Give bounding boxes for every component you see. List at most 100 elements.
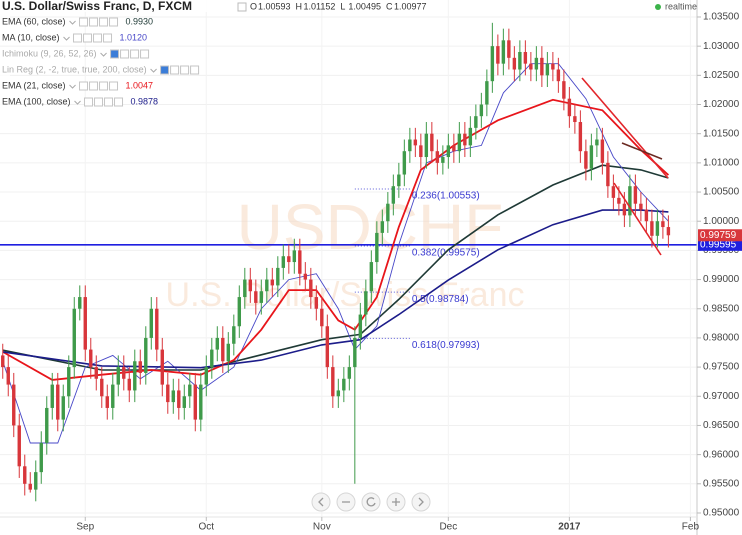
legend-button bbox=[99, 17, 109, 27]
candle-body bbox=[56, 384, 60, 420]
zoom-in-button[interactable] bbox=[386, 492, 406, 512]
ohlc-value: 1.01152 bbox=[304, 1, 336, 11]
candle-body bbox=[243, 279, 247, 298]
y-tick-label: 0.98000 bbox=[703, 333, 740, 344]
y-tick-label: 1.00000 bbox=[703, 216, 740, 227]
plot: 0.236(1.00553)0.382(0.99575)0.5(0.98784)… bbox=[0, 22, 697, 502]
candle-body bbox=[287, 256, 291, 263]
candle-body bbox=[336, 390, 341, 397]
candle-body bbox=[237, 297, 242, 327]
candle-body bbox=[573, 116, 577, 123]
candle-body bbox=[474, 116, 478, 128]
candle-body bbox=[259, 291, 264, 303]
legend-button bbox=[120, 49, 130, 59]
candle-body bbox=[309, 279, 313, 298]
legend-value: 0.9930 bbox=[126, 16, 154, 26]
candle-body bbox=[655, 221, 660, 236]
candle-body bbox=[424, 133, 429, 158]
legend-caret bbox=[150, 68, 157, 73]
candle-body bbox=[89, 349, 93, 368]
candle-body bbox=[501, 40, 506, 64]
candle-body bbox=[78, 297, 82, 309]
candle-body bbox=[556, 69, 561, 82]
candle-body bbox=[386, 203, 390, 222]
indicator-line bbox=[2, 98, 670, 381]
y-tick-label: 0.95000 bbox=[703, 508, 740, 519]
candle-body bbox=[303, 273, 308, 280]
candle-body bbox=[595, 139, 599, 146]
legend-button bbox=[83, 33, 93, 43]
candle-body bbox=[325, 326, 330, 368]
candle-body bbox=[584, 151, 588, 169]
legend-bg bbox=[0, 79, 10, 93]
price-box bbox=[698, 238, 742, 251]
legend-button bbox=[170, 65, 180, 75]
candle-body bbox=[551, 63, 555, 70]
candle-body bbox=[39, 442, 43, 473]
candle-body bbox=[435, 151, 440, 163]
y-tick-label: 1.03000 bbox=[703, 41, 740, 52]
legend-bg bbox=[0, 63, 10, 77]
candle-body bbox=[133, 361, 137, 391]
candle-body bbox=[265, 279, 269, 292]
y-tick-label: 0.97500 bbox=[703, 362, 740, 373]
candle-body bbox=[138, 361, 142, 373]
chart-title: U.S. Dollar/Swiss Franc, D, FXCM bbox=[2, 0, 192, 13]
scroll-right-button[interactable] bbox=[411, 492, 431, 512]
candle-body bbox=[226, 343, 231, 362]
candle-body bbox=[248, 279, 253, 292]
legend-button bbox=[114, 97, 124, 107]
legend-button bbox=[110, 49, 120, 59]
candle-body bbox=[485, 81, 489, 105]
candle-body bbox=[622, 203, 627, 216]
candle-body bbox=[490, 46, 495, 82]
zoom-out-button[interactable] bbox=[336, 492, 356, 512]
candle-body bbox=[122, 367, 126, 379]
trend-line bbox=[613, 182, 662, 256]
scroll-left-button[interactable] bbox=[311, 492, 331, 512]
candle-body bbox=[430, 133, 434, 152]
candle-body bbox=[611, 186, 616, 198]
candle-body bbox=[149, 308, 153, 338]
last-price-label: 0.99759 bbox=[700, 230, 737, 241]
candle-body bbox=[182, 396, 186, 408]
candle-body bbox=[369, 262, 374, 292]
x-tick-label: Feb bbox=[682, 522, 700, 533]
legend-name: EMA (21, close) bbox=[2, 80, 66, 90]
legend-button bbox=[93, 33, 103, 43]
candle-body bbox=[61, 396, 65, 420]
reset-button[interactable] bbox=[361, 492, 381, 512]
candle-body bbox=[72, 308, 76, 368]
fib-label: 0.5(0.98784) bbox=[412, 294, 469, 305]
candle-body bbox=[45, 407, 49, 443]
y-tick-label: 1.03500 bbox=[703, 12, 740, 23]
legend-bg bbox=[0, 47, 10, 61]
legend-bg bbox=[0, 31, 10, 45]
candle-body bbox=[600, 139, 605, 163]
ohlc-key: H bbox=[296, 1, 303, 11]
candle-body bbox=[188, 384, 192, 397]
candle-body bbox=[320, 308, 324, 327]
legend-button bbox=[109, 17, 119, 27]
candle-body bbox=[650, 221, 654, 236]
candle-body bbox=[144, 337, 148, 373]
legend-button bbox=[180, 65, 190, 75]
candle-body bbox=[221, 337, 225, 362]
candle-body bbox=[83, 297, 87, 350]
legend-button bbox=[79, 81, 89, 91]
ohlc-value: 1.00977 bbox=[394, 1, 427, 11]
candle-body bbox=[606, 162, 610, 187]
legend-name: EMA (60, close) bbox=[2, 16, 66, 26]
candle-body bbox=[617, 197, 621, 204]
candle-body bbox=[276, 267, 280, 286]
legend-value: 0.9878 bbox=[131, 96, 159, 106]
watermark-symbol: USDCHF bbox=[237, 191, 504, 263]
legend-caret bbox=[100, 52, 107, 57]
y-tick-label: 0.99000 bbox=[703, 274, 740, 285]
x-tick-label: Oct bbox=[199, 522, 215, 533]
y-tick-label: 1.02500 bbox=[703, 70, 740, 81]
candle-body bbox=[342, 378, 346, 391]
trend-lines bbox=[581, 77, 669, 256]
candle-body bbox=[457, 133, 462, 152]
